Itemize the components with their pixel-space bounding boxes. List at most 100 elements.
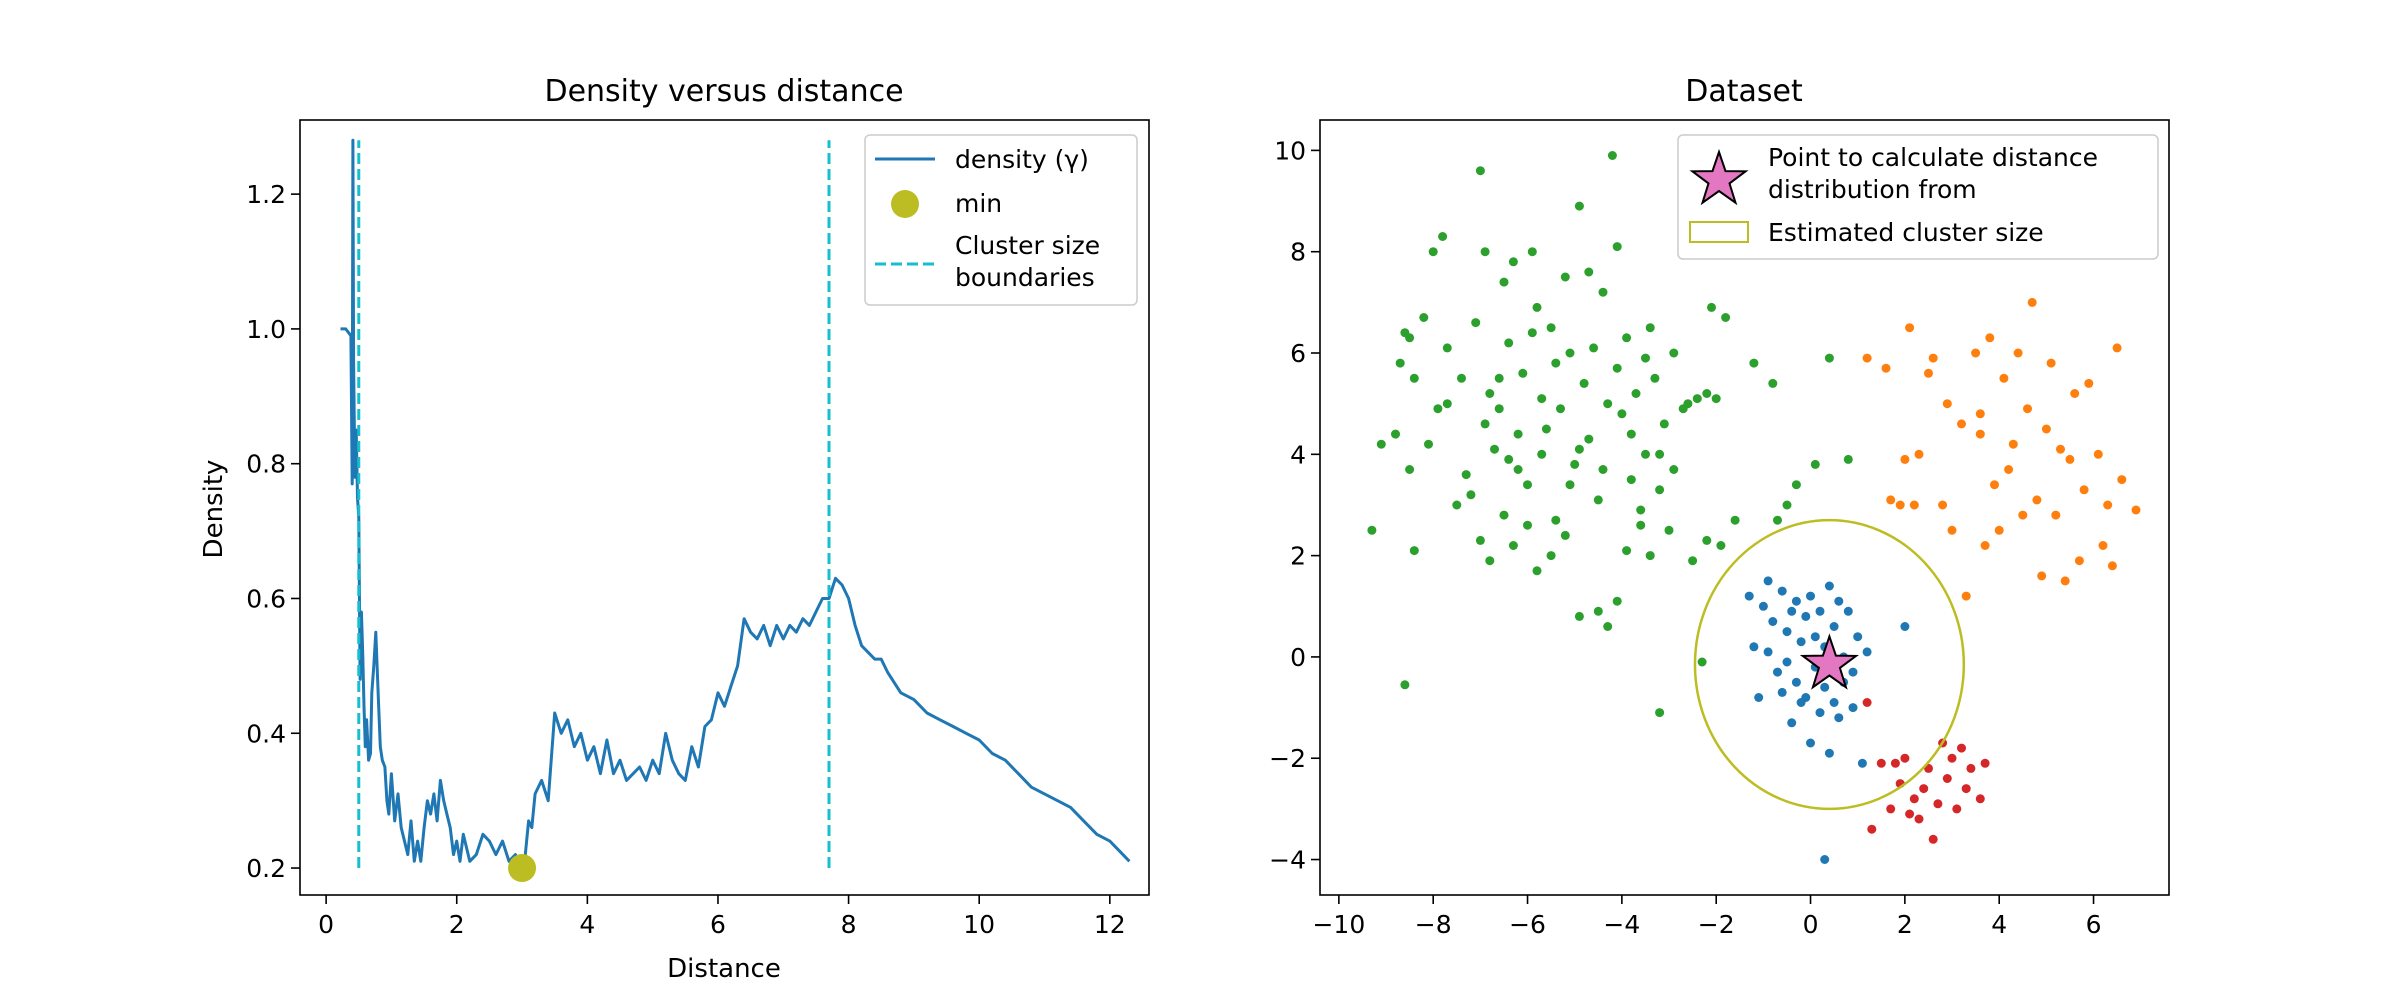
scatter-point: [1957, 743, 1966, 753]
scatter-point: [1641, 449, 1650, 459]
scatter-point: [1494, 373, 1504, 383]
scatter-point: [2041, 424, 2051, 434]
scatter-point: [1546, 551, 1556, 561]
scatter-point: [1843, 606, 1853, 616]
x-axis-ticks: −10 −8 −6 −4 −2 0 2 4 6: [1312, 895, 2101, 939]
scatter-point: [2103, 500, 2113, 510]
legend-boundary-label: Cluster size boundaries: [955, 231, 1100, 292]
scatter-point: [1768, 378, 1778, 388]
scatter-point: [1409, 373, 1419, 383]
scatter-point: [1480, 419, 1490, 429]
scatter-point: [1499, 510, 1509, 520]
y-tick-label: 4: [1290, 440, 1306, 469]
scatter-point: [1810, 632, 1820, 642]
scatter-point: [1527, 247, 1537, 257]
scatter-point: [1523, 520, 1532, 530]
scatter-point: [1900, 622, 1910, 631]
scatter-point: [1881, 363, 1891, 373]
scatter-point: [1905, 809, 1915, 819]
scatter-point: [1405, 465, 1415, 474]
scatter-point: [2079, 485, 2089, 495]
scatter-point: [1730, 515, 1740, 525]
scatter-point: [1791, 596, 1801, 606]
legend: density (γ) min Cluster size boundaries: [864, 134, 1138, 306]
x-tick-label: 12: [1094, 910, 1126, 939]
scatter-point: [1782, 500, 1792, 510]
scatter-point: [1928, 353, 1938, 363]
scatter-point: [1707, 302, 1716, 312]
scatter-point: [1598, 465, 1608, 474]
scatter-point: [1376, 439, 1386, 449]
scatter-point: [1909, 794, 1919, 804]
scatter-point: [1806, 591, 1815, 601]
x-tick-label: 4: [1991, 910, 2007, 939]
scatter-point: [1513, 429, 1523, 439]
scatter-point: [1560, 272, 1570, 282]
scatter-point: [1758, 601, 1768, 611]
dataset-plot-area: [1367, 151, 2141, 864]
scatter-point: [2093, 449, 2103, 459]
scatter-point: [1442, 399, 1452, 409]
scatter-point: [1947, 753, 1957, 763]
scatter-point: [1556, 404, 1565, 414]
scatter-point: [1834, 596, 1844, 606]
y-tick-label: 1.0: [246, 315, 286, 344]
scatter-point: [1820, 682, 1830, 692]
scatter-point: [1551, 358, 1561, 368]
legend-label-line: Estimated cluster size: [1768, 218, 2044, 247]
x-tick-label: 4: [579, 910, 595, 939]
scatter-point: [1801, 611, 1811, 621]
scatter-point: [1716, 541, 1726, 550]
scatter-point: [1980, 758, 1990, 768]
density-plot-area: [340, 138, 1131, 883]
scatter-point: [1466, 490, 1476, 500]
scatter-point: [1905, 323, 1915, 333]
scatter-point: [1985, 333, 1995, 343]
scatter-point: [1895, 500, 1905, 510]
legend: Point to calculate distance distribution …: [1677, 134, 2159, 260]
scatter-point: [2098, 541, 2108, 550]
y-tick-label: 0.4: [246, 719, 286, 748]
scatter-point: [1551, 515, 1561, 525]
scatter-point: [1971, 348, 1981, 358]
scatter-point: [1442, 343, 1452, 353]
scatter-point: [1806, 738, 1815, 748]
min-marker: [508, 854, 537, 883]
scatter-point: [1754, 693, 1764, 702]
scatter-point: [2008, 439, 2018, 449]
x-tick-label: −8: [1415, 910, 1452, 939]
scatter-point: [1617, 409, 1627, 419]
scatter-point: [1612, 596, 1622, 606]
scatter-point: [1664, 525, 1674, 535]
scatter-point: [2084, 378, 2094, 388]
scatter-point: [1461, 470, 1471, 480]
scatter-point: [1565, 348, 1575, 358]
scatter-point: [1659, 419, 1669, 429]
scatter-point: [1655, 708, 1665, 718]
scatter-point: [1829, 698, 1839, 707]
scatter-point: [1574, 444, 1584, 454]
scatter-point: [1532, 566, 1542, 576]
scatter-point: [1857, 758, 1867, 768]
scatter-point: [1749, 358, 1759, 368]
scatter-point: [1791, 677, 1801, 687]
x-tick-label: 6: [2086, 910, 2102, 939]
scatter-point: [1603, 399, 1613, 409]
scatter-point: [1914, 449, 1924, 459]
legend-label-line: Point to calculate distance: [1768, 143, 2098, 172]
scatter-point: [1999, 373, 2009, 383]
scatter-point: [1669, 465, 1679, 474]
legend-label-line: Cluster size: [955, 231, 1100, 260]
scatter-point: [2051, 510, 2061, 520]
scatter-point: [1574, 611, 1584, 621]
x-tick-label: 6: [710, 910, 726, 939]
scatter-point: [1655, 485, 1665, 495]
scatter-point: [2018, 510, 2028, 520]
scatter-point: [1565, 480, 1575, 490]
scatter-point: [1824, 581, 1834, 591]
scatter-point: [1645, 551, 1655, 561]
scatter-point: [1419, 313, 1429, 322]
legend-circle-label: Estimated cluster size: [1768, 218, 2044, 247]
scatter-point: [1938, 500, 1948, 510]
